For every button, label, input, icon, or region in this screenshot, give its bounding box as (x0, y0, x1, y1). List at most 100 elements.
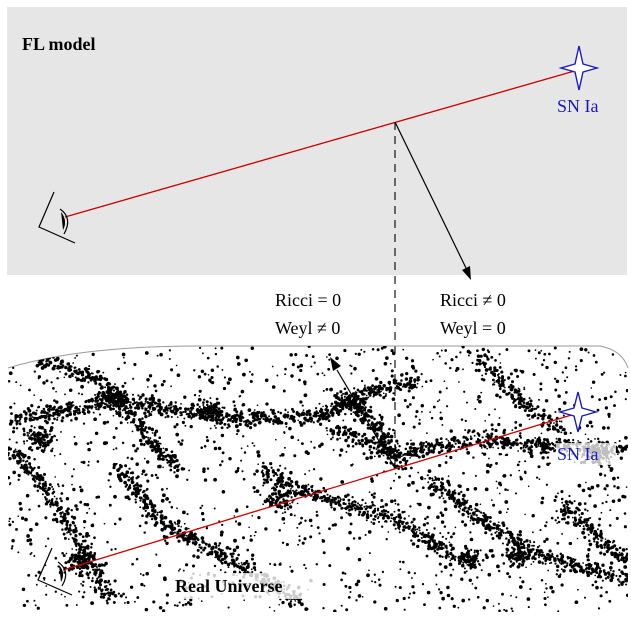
galaxy-point (313, 361, 316, 364)
galaxy-point (585, 424, 590, 428)
galaxy-point (537, 413, 540, 417)
galaxy-point (53, 399, 56, 402)
galaxy-point (347, 437, 349, 440)
galaxy-point (384, 514, 388, 518)
galaxy-point (444, 461, 448, 464)
galaxy-point (244, 358, 249, 363)
galaxy-point (50, 381, 53, 384)
galaxy-point (407, 596, 411, 599)
galaxy-point (492, 446, 494, 449)
galaxy-point (252, 419, 255, 423)
galaxy-point (375, 427, 380, 432)
galaxy-point (424, 517, 427, 521)
galaxy-point (257, 515, 261, 520)
galaxy-point (163, 576, 167, 580)
galaxy-point (20, 463, 23, 466)
galaxy-point (16, 414, 20, 418)
galaxy-point (151, 432, 154, 434)
galaxy-point (272, 422, 275, 426)
galaxy-point (131, 397, 136, 402)
galaxy-point (35, 409, 38, 412)
galaxy-point (91, 577, 94, 580)
galaxy-point (344, 391, 349, 396)
galaxy-point (398, 460, 402, 464)
galaxy-point (537, 445, 540, 447)
galaxy-point (465, 401, 469, 404)
galaxy-point (373, 573, 376, 576)
galaxy-point (467, 598, 471, 601)
galaxy-point (439, 591, 443, 595)
galaxy-point (437, 588, 441, 591)
galaxy-point (611, 353, 615, 356)
galaxy-point (82, 519, 87, 524)
galaxy-point (469, 512, 472, 515)
galaxy-point (50, 361, 52, 364)
galaxy-point (295, 410, 299, 414)
galaxy-point (95, 496, 99, 499)
galaxy-point (86, 370, 90, 375)
galaxy-point (449, 543, 453, 548)
galaxy-point (26, 407, 30, 411)
galaxy-point (538, 398, 540, 401)
galaxy-point (8, 380, 11, 383)
galaxy-point (438, 399, 441, 401)
galaxy-point (489, 520, 492, 523)
galaxy-point (387, 380, 392, 385)
galaxy-point (577, 440, 579, 442)
galaxy-point (317, 417, 322, 421)
galaxy-point (106, 420, 110, 424)
galaxy-point (411, 480, 415, 485)
galaxy-point (508, 575, 512, 579)
galaxy-point (364, 406, 367, 409)
galaxy-point (275, 485, 279, 489)
galaxy-point (538, 478, 541, 481)
galaxy-point (289, 566, 292, 568)
galaxy-point (252, 486, 256, 490)
galaxy-point (14, 417, 17, 421)
galaxy-point (24, 411, 28, 416)
galaxy-point (381, 505, 385, 508)
galaxy-point (146, 378, 150, 382)
galaxy-point (313, 446, 316, 449)
galaxy-point (27, 346, 31, 349)
galaxy-point (598, 567, 602, 570)
galaxy-point (277, 410, 280, 414)
galaxy-point (36, 489, 40, 493)
galaxy-point (484, 429, 488, 432)
galaxy-point (44, 356, 47, 359)
galaxy-point (44, 490, 49, 495)
galaxy-point (390, 517, 393, 520)
galaxy-point (372, 395, 375, 398)
galaxy-point (262, 411, 265, 414)
galaxy-point (256, 404, 259, 407)
galaxy-point (498, 395, 502, 399)
galaxy-point (410, 376, 413, 380)
galaxy-point (435, 438, 439, 442)
galaxy-point (182, 467, 186, 471)
galaxy-point (585, 554, 590, 558)
galaxy-point (380, 449, 385, 453)
galaxy-point (131, 393, 135, 396)
galaxy-point (307, 409, 311, 413)
survey-outline (7, 345, 629, 369)
galaxy-point (251, 553, 255, 557)
galaxy-point (389, 362, 392, 365)
galaxy-point (505, 440, 509, 445)
galaxy-point (439, 416, 444, 421)
galaxy-point (298, 415, 301, 418)
galaxy-point (60, 593, 63, 596)
galaxy-point (52, 387, 55, 390)
galaxy-point (625, 388, 628, 393)
galaxy-point (539, 387, 543, 391)
galaxy-point (554, 377, 557, 380)
galaxy-point (377, 578, 381, 581)
galaxy-point (503, 428, 507, 432)
galaxy-point (33, 599, 36, 602)
galaxy-point (348, 530, 352, 535)
galaxy-point (569, 563, 572, 567)
galaxy-point (149, 444, 154, 449)
galaxy-point (531, 414, 533, 417)
galaxy-point (486, 432, 489, 436)
galaxy-point (465, 437, 469, 441)
galaxy-point (445, 537, 448, 540)
